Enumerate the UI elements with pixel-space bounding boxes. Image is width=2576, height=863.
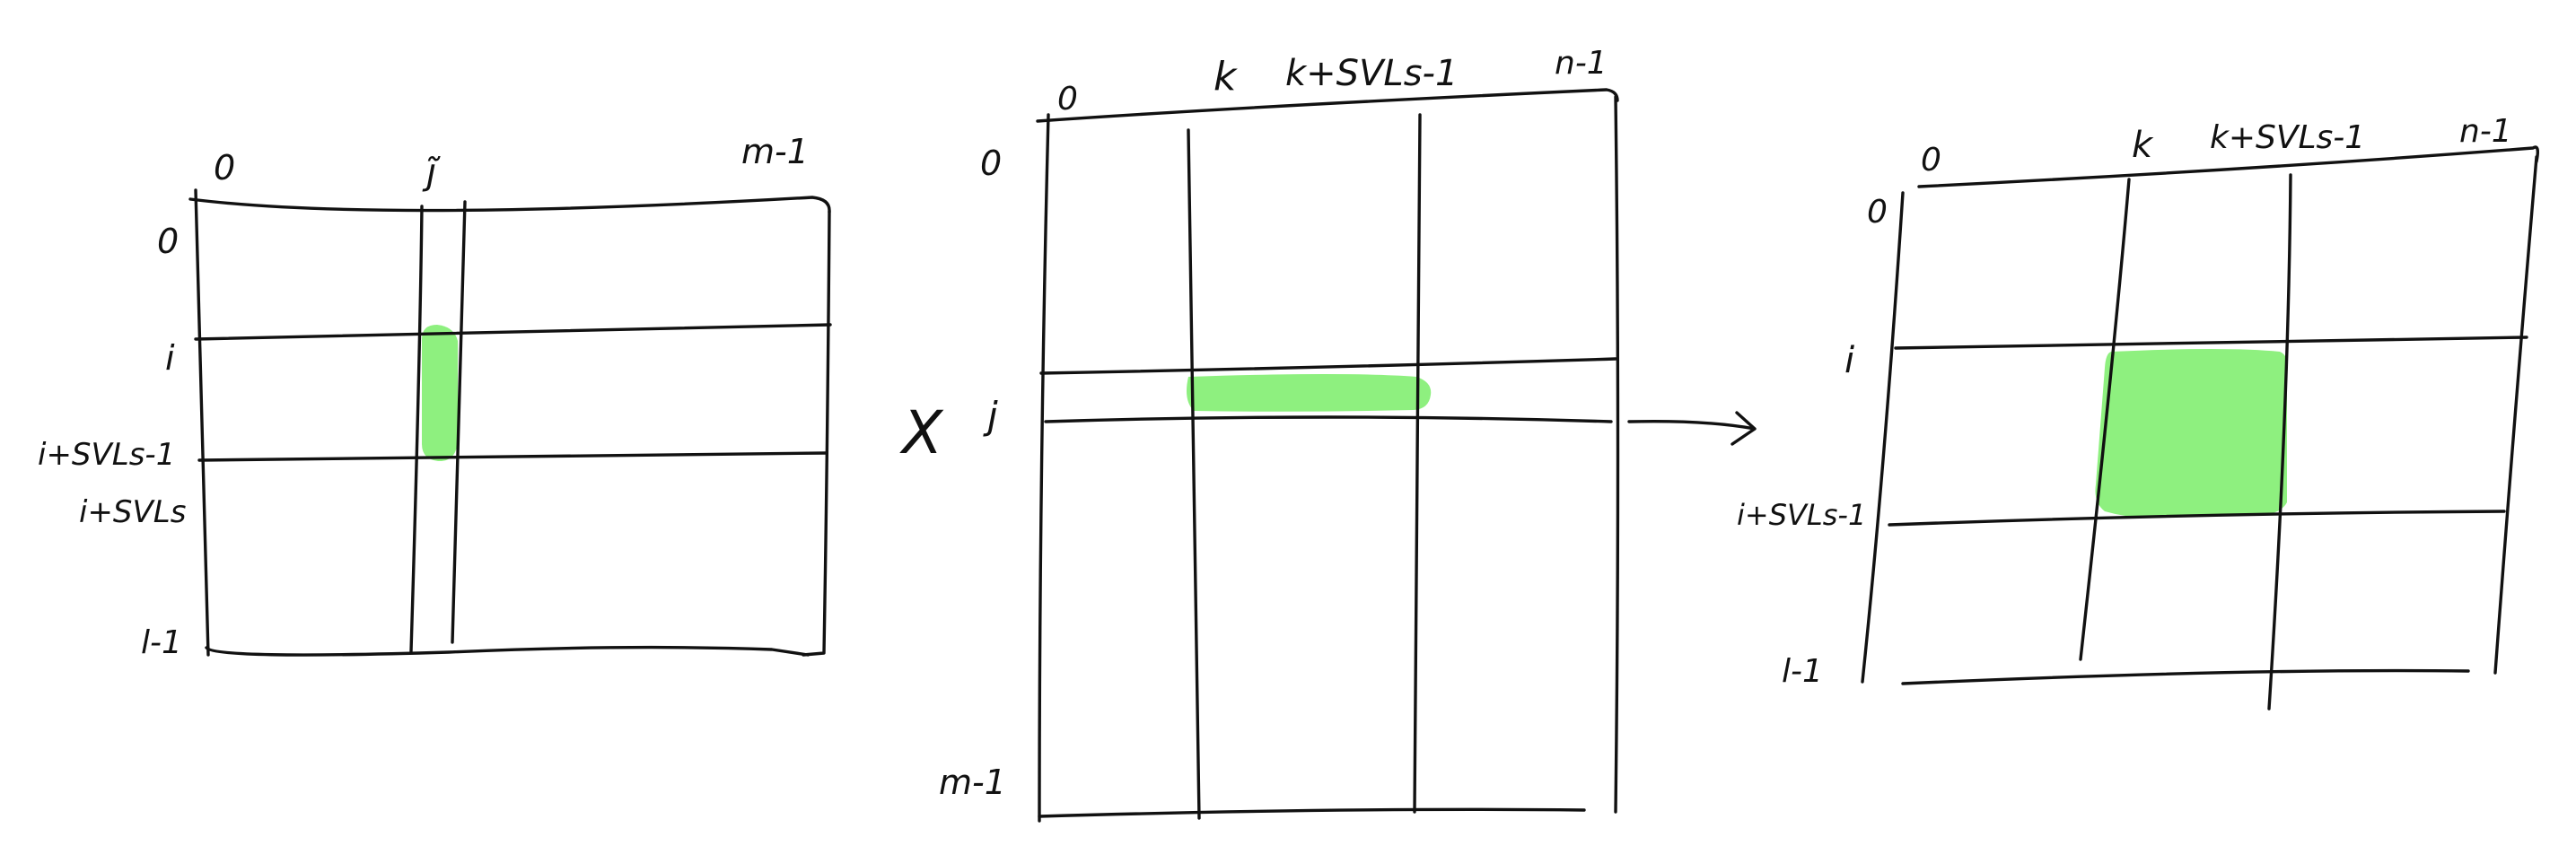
matrix-b-row-j-bottom xyxy=(1044,415,1613,423)
matrix-c-bottom-border xyxy=(1901,668,2470,685)
matrix-c-col-label-k: k xyxy=(2132,125,2154,166)
matrix-c-col-label-0: 0 xyxy=(1921,142,1941,179)
matrix-c-col-label-end: n-1 xyxy=(2459,113,2512,150)
matrix-a-col-label-end: m-1 xyxy=(741,132,809,171)
matrix-c-left-border xyxy=(1861,191,1905,684)
matrix-b-left-border xyxy=(1038,113,1050,823)
matrix-c-col-label-k-svl: k+SVLs-1 xyxy=(2210,119,2365,156)
multiply-operator: X xyxy=(899,398,944,467)
matrix-b-row-j-top xyxy=(1039,357,1617,375)
matrix-a-bottom-border xyxy=(205,645,810,657)
matrix-c-col-k-svl xyxy=(2267,173,2292,710)
matrix-a-highlight xyxy=(422,325,458,462)
matrix-a-col-j-right xyxy=(451,200,467,644)
matrix-b-col-label-k: k xyxy=(1214,54,1238,100)
matrix-a-row-label-i-svl: i+SVLs xyxy=(79,494,186,530)
matrix-a-col-label-0: 0 xyxy=(214,148,235,187)
matrix-b-col-label-k-svl: k+SVLs-1 xyxy=(1285,53,1458,94)
matrix-b-bottom-border xyxy=(1038,807,1586,818)
matrix-c-col-k xyxy=(2079,178,2131,661)
matrix-c-row-label-end: l-1 xyxy=(1782,653,1823,690)
matrix-a-top-border xyxy=(188,196,831,214)
result-arrow xyxy=(1627,411,1757,446)
matrix-a-col-label-j: j̃ xyxy=(422,152,441,193)
matrix-a-left-border xyxy=(194,188,210,657)
matrix-a: 0 j̃ m-1 0 i i+SVLs-1 i+SVLs l-1 xyxy=(38,132,832,661)
matrix-b-col-k-svl xyxy=(1413,113,1422,814)
matrix-b-row-label-j: j xyxy=(983,394,998,438)
matrix-c-right-border xyxy=(2493,155,2538,675)
matrix-b: 0 k k+SVLs-1 n-1 0 j m-1 xyxy=(939,45,1757,823)
matrix-b-col-label-end: n-1 xyxy=(1555,45,1608,82)
matrix-a-row-i xyxy=(194,323,832,341)
matrix-b-highlight xyxy=(1187,374,1432,412)
matrix-c-row-label-i-svl: i+SVLs-1 xyxy=(1737,498,1866,532)
matrix-c-highlight xyxy=(2095,349,2288,518)
matrix-b-row-label-end: m-1 xyxy=(939,763,1006,802)
matrix-c-row-label-i: i xyxy=(1844,340,1854,381)
matrix-a-col-j-left xyxy=(409,205,424,653)
matrix-a-row-label-end: l-1 xyxy=(141,624,182,661)
matrix-b-row-label-0: 0 xyxy=(980,144,1002,183)
matrix-b-col-label-0: 0 xyxy=(1057,81,1078,118)
matrix-a-row-label-i-svl-minus1: i+SVLs-1 xyxy=(38,437,175,473)
matrix-a-row-label-i: i xyxy=(165,338,175,378)
matrix-a-row-i-svl xyxy=(197,451,828,462)
matrix-a-right-border xyxy=(802,210,831,657)
matrix-b-right-border xyxy=(1614,95,1620,814)
matrix-a-row-label-0: 0 xyxy=(157,222,179,261)
matrix-b-col-k xyxy=(1187,128,1201,820)
matrix-c-top-border xyxy=(1917,145,2540,188)
matrix-c-row-i xyxy=(1894,336,2528,350)
matrix-c-row-label-0: 0 xyxy=(1867,194,1888,231)
matrix-c-row-i-svl xyxy=(1888,510,2506,527)
matrix-b-top-border xyxy=(1036,88,1619,123)
matrix-c: 0 k k+SVLs-1 n-1 0 i i+SVLs-1 l-1 xyxy=(1737,113,2540,710)
